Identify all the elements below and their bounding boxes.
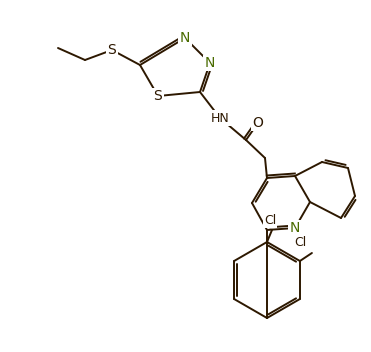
Text: N: N [180,31,190,45]
Text: S: S [108,43,116,57]
Text: O: O [253,116,263,130]
Text: Cl: Cl [294,237,306,250]
Text: HN: HN [211,112,229,125]
Text: S: S [154,89,162,103]
Text: N: N [205,56,215,70]
Text: N: N [290,221,300,235]
Text: Cl: Cl [264,214,276,226]
